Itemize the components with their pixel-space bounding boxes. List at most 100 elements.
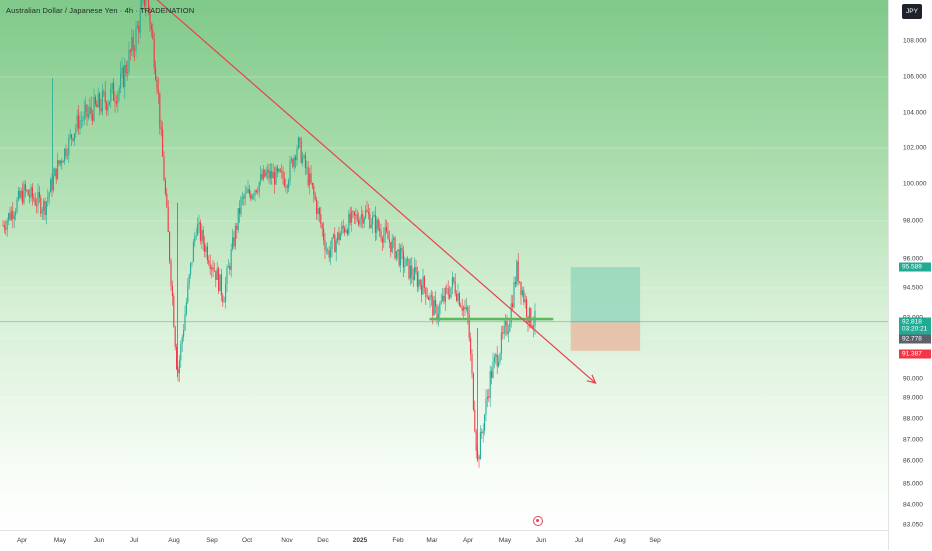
economic-event-icon[interactable]	[533, 516, 543, 526]
candle-body	[236, 226, 238, 230]
candle-body	[507, 331, 509, 334]
time-axis-label: Jun	[93, 537, 105, 544]
candle-body	[173, 296, 175, 327]
candle-body	[468, 314, 470, 339]
candle-body	[96, 104, 98, 108]
candle-body	[440, 300, 442, 304]
candle-body	[247, 188, 249, 193]
symbol-title[interactable]: Australian Dollar / Japanese Yen · 4h · …	[6, 6, 195, 15]
candle-body	[290, 159, 292, 161]
candle-body	[391, 239, 393, 253]
time-axis-label: Oct	[241, 537, 253, 544]
candle-body	[20, 190, 22, 198]
candle-body	[365, 209, 367, 218]
candle-body	[184, 314, 186, 331]
price-axis-label: 108.000	[903, 37, 927, 45]
candle-body	[197, 224, 199, 236]
candle-body	[110, 88, 112, 102]
candle-body	[426, 296, 428, 298]
candle-body	[342, 225, 344, 229]
candle-body	[464, 307, 466, 309]
target-zone	[570, 267, 641, 323]
candle-body	[213, 270, 215, 272]
candle-body	[234, 226, 236, 247]
candle-body	[194, 235, 196, 242]
chart-area[interactable]: Australian Dollar / Japanese Yen · 4h · …	[0, 0, 888, 530]
candle-body	[108, 101, 110, 105]
candle-body	[478, 456, 480, 460]
candle-body	[339, 233, 341, 240]
time-axis-label: Dec	[317, 537, 329, 544]
candle-body	[92, 114, 94, 121]
candle-body	[367, 211, 369, 214]
candle-body	[337, 232, 339, 241]
candle-body	[450, 287, 452, 298]
candle-body	[205, 246, 207, 252]
candle-body	[458, 293, 460, 306]
candle-body	[362, 214, 364, 224]
candle-body	[474, 409, 476, 432]
candle-body	[57, 160, 59, 180]
candle-body	[41, 210, 43, 214]
candle-body	[423, 276, 425, 288]
time-axis-label: Jul	[129, 537, 139, 544]
candle-body	[502, 332, 504, 334]
candle-body	[239, 208, 241, 214]
candle-body	[472, 373, 474, 410]
candle-body	[491, 371, 493, 378]
candle-body	[321, 224, 323, 229]
candle-body	[269, 170, 271, 179]
candle-body	[47, 197, 49, 202]
candle-body	[461, 307, 463, 311]
candle-body	[531, 326, 533, 328]
candle-body	[428, 297, 430, 301]
candle-body	[489, 371, 491, 398]
time-axis-label: May	[498, 537, 512, 544]
candle-body	[488, 396, 490, 398]
price-axis[interactable]: 108.000 106.000 104.000 102.000 100.000 98.00…	[888, 0, 932, 550]
candle-body	[160, 127, 162, 130]
candle-body	[113, 83, 115, 101]
candle-body	[233, 237, 235, 247]
candle-body	[163, 156, 165, 181]
candle-body	[204, 243, 206, 252]
candle-body	[373, 215, 375, 217]
candle-body	[157, 89, 159, 93]
candle-body	[164, 180, 166, 194]
candle-body	[40, 197, 42, 214]
candle-body	[59, 160, 61, 164]
candle-body	[5, 228, 7, 230]
candle-body	[10, 210, 12, 220]
candle-body	[48, 192, 50, 198]
trendline-arrow	[586, 374, 597, 385]
candle-body	[447, 288, 449, 295]
candle-body	[128, 50, 130, 72]
candle-body	[206, 246, 208, 261]
candle-body	[523, 290, 525, 303]
candle-body	[71, 134, 73, 139]
price-chart[interactable]	[0, 0, 888, 530]
candle-body	[230, 248, 232, 270]
bar-countdown: 03:20:21	[902, 325, 928, 333]
trendline	[156, 0, 596, 384]
candle-body	[225, 283, 227, 302]
candle-body	[244, 192, 246, 199]
candle-body	[279, 169, 281, 172]
candle-body	[58, 160, 60, 164]
currency-button[interactable]: JPY	[902, 4, 922, 19]
candle-body	[278, 169, 280, 172]
candle-body	[519, 281, 521, 282]
candle-body	[31, 187, 33, 198]
price-axis-label: 96.000	[903, 255, 923, 263]
candle-body	[141, 0, 143, 10]
candle-body	[397, 249, 399, 252]
candle-body	[30, 187, 32, 198]
candle-body	[289, 160, 291, 181]
candle-body	[115, 102, 117, 104]
time-axis[interactable]: Apr May Jun Jul Aug Sep Oct Nov Dec 2025 Feb Mar Apr…	[0, 530, 888, 551]
candle-body	[430, 295, 432, 297]
candle-body	[2, 225, 4, 226]
candle-body	[86, 104, 88, 117]
candle-body	[118, 88, 120, 94]
candle-body	[237, 208, 239, 230]
